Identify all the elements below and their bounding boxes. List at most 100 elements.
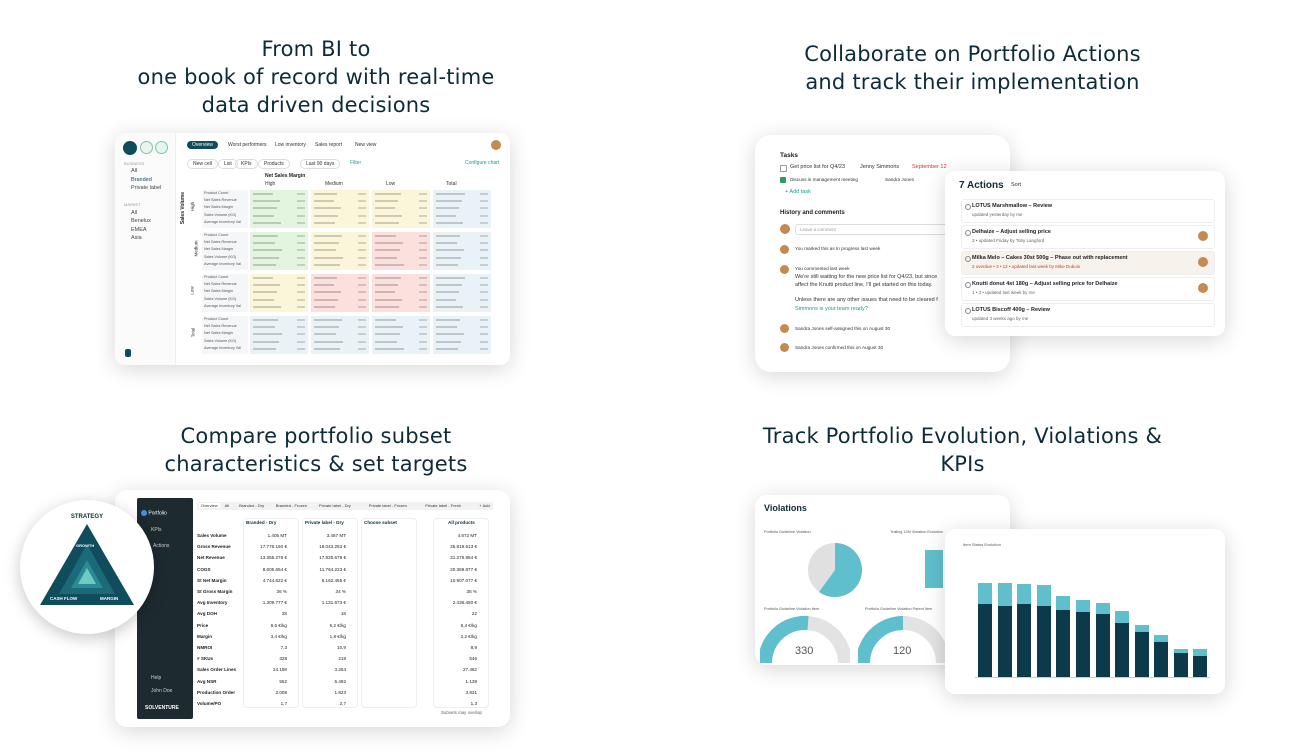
pivot-cell[interactable] bbox=[433, 274, 491, 312]
tab-worst-performers[interactable]: Worst performers bbox=[228, 142, 267, 148]
pivot-cell-line bbox=[436, 284, 462, 287]
bar-dark-segment bbox=[1134, 632, 1149, 677]
tab-low-inventory[interactable]: Low inventory bbox=[275, 142, 306, 148]
task-checkbox-2[interactable] bbox=[780, 177, 786, 183]
subset-tab[interactable]: All bbox=[224, 503, 230, 508]
sidebar-item-portfolio[interactable]: Portfolio bbox=[141, 510, 167, 516]
pivot-cell[interactable] bbox=[372, 232, 430, 270]
action-item[interactable]: Knutti donut 4st 180g – Adjust selling p… bbox=[961, 277, 1215, 301]
action-item[interactable]: LOTUS Marshmallow – Review updated yester… bbox=[961, 199, 1215, 223]
pivot-cell[interactable] bbox=[250, 190, 308, 228]
sidebar-item-all[interactable]: All bbox=[131, 168, 138, 174]
row-group-label: Low bbox=[189, 286, 195, 295]
action-item[interactable]: Milka Melo – Cakes 30st 500g – Phase out… bbox=[961, 251, 1215, 275]
pivot-cell[interactable] bbox=[311, 232, 369, 270]
pivot-cell[interactable] bbox=[433, 232, 491, 270]
settings-icon[interactable] bbox=[155, 141, 168, 154]
configure-chart-button[interactable]: Configure chart bbox=[465, 160, 500, 166]
task-label-1[interactable]: Get price list for Q4/23 bbox=[790, 164, 846, 170]
kpis-toggle[interactable]: KPIs bbox=[235, 159, 258, 169]
axis-label-sales-volume: Sales Volume bbox=[180, 191, 187, 225]
pivot-cell[interactable] bbox=[372, 190, 430, 228]
date-range-dropdown[interactable]: Last 90 days bbox=[300, 159, 341, 169]
pivot-cell-pct bbox=[419, 242, 427, 245]
bar-dark-segment bbox=[1036, 606, 1051, 677]
tab-overview[interactable]: Overview bbox=[187, 141, 218, 149]
sidebar-item-branded[interactable]: Branded bbox=[131, 177, 152, 183]
subset-header-c[interactable]: Choose subset bbox=[364, 520, 397, 525]
comment-input[interactable]: Leave a comment bbox=[795, 224, 961, 235]
pivot-cell[interactable] bbox=[250, 232, 308, 270]
sidebar-item-emea[interactable]: EMEA bbox=[131, 227, 147, 233]
action-item[interactable]: LOTUS Biscoff 400g – Review updated 3 wee… bbox=[961, 303, 1215, 327]
metric-label: Net Sales Margin bbox=[204, 205, 234, 210]
metric-value: 22 bbox=[471, 611, 477, 617]
pivot-cell-line bbox=[375, 333, 400, 336]
history-avatar-2 bbox=[780, 265, 789, 274]
metric-value: 24.198 bbox=[272, 667, 287, 673]
action-status-icon bbox=[965, 204, 971, 210]
metric-value: 10.907.077 € bbox=[450, 577, 477, 583]
sidebar-user[interactable]: John Doe bbox=[151, 688, 173, 694]
products-dropdown[interactable]: Products bbox=[258, 159, 290, 169]
metric-value: 1.823 bbox=[334, 689, 347, 695]
pivot-cell[interactable] bbox=[372, 316, 430, 354]
pivot-cell-line bbox=[436, 340, 461, 343]
pivot-cell-pct bbox=[480, 200, 488, 203]
metric-value: 1,8 €/kg bbox=[329, 633, 346, 639]
tab-sales-report[interactable]: Sales report bbox=[315, 142, 342, 148]
sort-dropdown[interactable]: Sort bbox=[1011, 182, 1022, 188]
subset-tab[interactable]: Overview bbox=[199, 503, 220, 508]
add-task-button[interactable]: + Add task bbox=[785, 189, 811, 195]
subset-tab[interactable]: Branded - Dry bbox=[239, 503, 265, 508]
sidebar-item-kpis[interactable]: KPIs bbox=[151, 527, 162, 533]
tab-new-view[interactable]: New view bbox=[355, 142, 377, 148]
subset-tab[interactable]: Private label - Fresh bbox=[425, 503, 461, 508]
action-item[interactable]: Delhaize – Adjust selling price 3 • updat… bbox=[961, 225, 1215, 249]
subset-tab[interactable]: Branded - Frozen bbox=[275, 503, 307, 508]
row-group-label: High bbox=[190, 201, 196, 212]
filter-button[interactable]: Filter bbox=[350, 160, 362, 166]
pivot-cell-line bbox=[314, 249, 336, 252]
column-medium: Medium bbox=[325, 181, 343, 187]
sidebar-item-asia[interactable]: Asia bbox=[131, 235, 142, 241]
heading-bottom-right: Track Portfolio Evolution, Violations & … bbox=[762, 424, 1163, 476]
metric-value: 28 bbox=[281, 611, 287, 617]
task-checkbox-1[interactable] bbox=[780, 165, 787, 172]
pivot-cell-pct bbox=[480, 298, 488, 301]
subset-tab[interactable]: Private label - Dry bbox=[319, 503, 351, 508]
subset-tab[interactable]: Private label - Frozen bbox=[368, 503, 407, 508]
pivot-cell-line bbox=[436, 298, 456, 301]
pivot-cell-line bbox=[314, 305, 335, 308]
pivot-cell[interactable] bbox=[311, 190, 369, 228]
sidebar-item-help[interactable]: Help bbox=[151, 675, 162, 681]
metric-label: Price bbox=[197, 622, 209, 628]
sidebar-item-actions[interactable]: Actions bbox=[153, 543, 170, 549]
subset-tab[interactable]: + Add bbox=[479, 503, 490, 508]
pivot-cell[interactable] bbox=[433, 316, 491, 354]
new-cell-button[interactable]: New cell bbox=[187, 159, 218, 169]
pivot-cell-pct bbox=[419, 256, 427, 259]
bar-light-segment bbox=[1095, 602, 1110, 615]
pivot-cell-line bbox=[436, 242, 457, 245]
row-group-label: Medium bbox=[193, 240, 199, 257]
pivot-cell-pct bbox=[297, 214, 305, 217]
pivot-cell[interactable] bbox=[311, 274, 369, 312]
metric-value: 6,4 €/kg bbox=[460, 622, 477, 628]
sidebar-item-market-all[interactable]: All bbox=[131, 210, 138, 216]
subset-header-a[interactable]: Branded - Dry bbox=[246, 520, 277, 525]
pivot-cell[interactable] bbox=[311, 316, 369, 354]
pivot-cell[interactable] bbox=[250, 274, 308, 312]
sidebar-item-private-label[interactable]: Private label bbox=[131, 185, 162, 191]
task-label-2[interactable]: Discuss in management meeting bbox=[790, 177, 859, 182]
pivot-cell[interactable] bbox=[250, 316, 308, 354]
user-avatar[interactable] bbox=[491, 140, 501, 150]
pivot-cell[interactable] bbox=[433, 190, 491, 228]
metric-label: Net Sales Margin bbox=[204, 247, 234, 252]
sidebar-item-benelux[interactable]: Benelux bbox=[131, 218, 151, 224]
pivot-cell-line bbox=[253, 193, 273, 195]
subset-header-b[interactable]: Private label - Dry bbox=[305, 520, 344, 525]
pivot-cell-line bbox=[253, 256, 279, 259]
bell-icon[interactable] bbox=[140, 141, 153, 154]
pivot-cell[interactable] bbox=[372, 274, 430, 312]
